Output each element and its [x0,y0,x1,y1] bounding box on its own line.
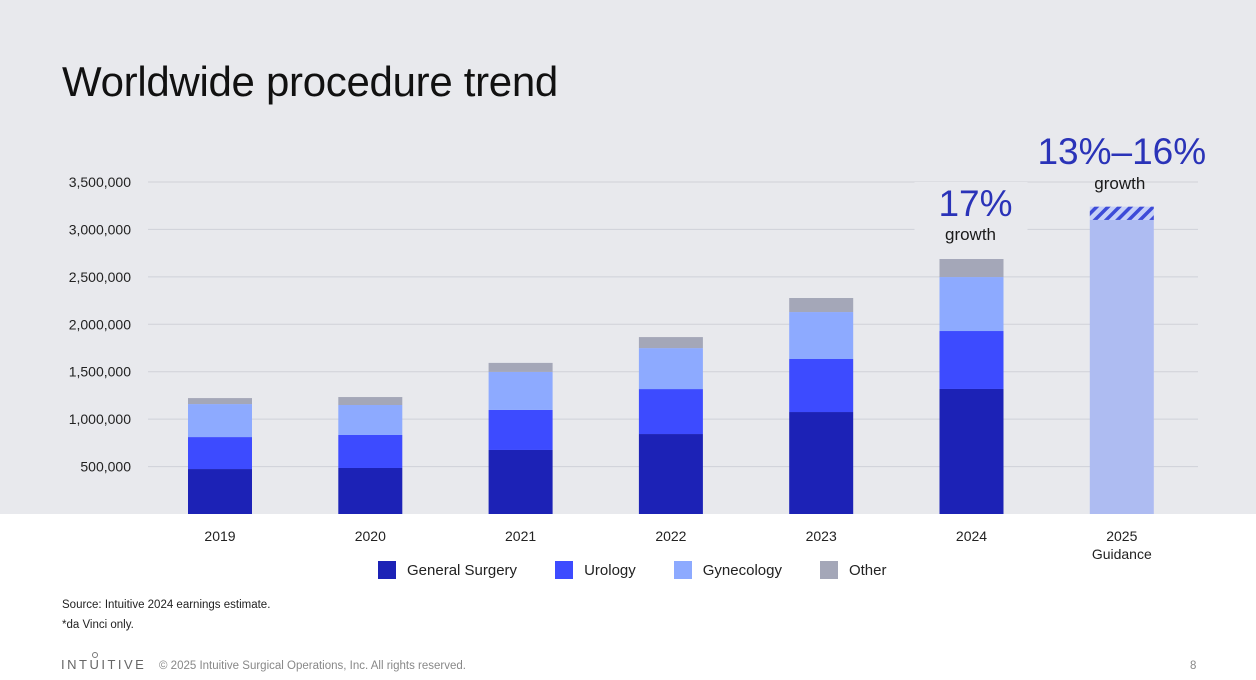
legend-item-urology: Urology [555,561,636,579]
bar-segment-gynecology [939,277,1004,332]
x-tick-label: 2022 [655,528,686,544]
logo-dot-icon [92,652,98,658]
bar-segment-urology [338,434,403,468]
x-tick-label: 2021 [505,528,536,544]
x-tick-label: 2024 [956,528,987,544]
logo-text: INTUITIVE [61,657,147,672]
legend-label: Urology [584,561,636,579]
bar-segment-urology [939,331,1004,389]
bar-segment-other [939,259,1004,278]
bar-segment-urology [638,389,703,435]
x-tick-label: 2019 [204,528,235,544]
legend-label: General Surgery [407,561,518,579]
bar-segment-other [789,298,854,313]
bar-segment-general-surgery [188,469,252,514]
bar-segment-gynecology [188,404,252,438]
legend-item-gynecology: Gynecology [673,561,782,579]
growth-callout-2025-label: growth [1094,174,1145,193]
bar-segment-other [188,398,252,405]
legend-label: Other [848,561,887,579]
bar-stack-2023 [789,298,854,514]
bar-segment-other [488,362,553,372]
bar-segment-general-surgery [488,449,553,514]
callout-2024-background [914,182,1028,252]
x-axis-tick-labels: 2019 2020 2021 2022 2023 2024 2025 Guidance [204,528,1152,562]
y-tick-label: 3,000,000 [69,221,131,237]
copyright-text: © 2025 Intuitive Surgical Operations, In… [159,660,466,672]
bar-segment-general-surgery [638,434,703,514]
y-tick-label: 1,500,000 [69,364,131,380]
bar-segment-urology [188,437,252,470]
bar-stack-2020 [338,397,403,514]
growth-callout-2025-value: 13%–16% [1037,131,1206,172]
stacked-bar-chart: 500,000 1,000,000 1,500,000 2,000,000 2,500,… [69,131,1206,562]
x-tick-label: 2025 [1106,528,1137,544]
x-tick-label: 2023 [806,528,837,544]
y-tick-label: 3,500,000 [69,174,131,190]
legend-swatch [673,561,692,579]
bar-stack-2024 [939,259,1004,514]
bar-segment-general-surgery [338,467,403,514]
page-number: 8 [1190,660,1197,672]
bar-stack-2022 [638,337,703,514]
x-tick-label: 2020 [355,528,386,544]
bar-segment-general-surgery [789,412,854,514]
bar-segment-other [638,337,703,349]
slide-notes: Source: Intuitive 2024 earnings estimate… [62,595,270,635]
footnote: *da Vinci only. [62,619,134,631]
bar-segment-urology [789,359,854,413]
chart-legend: General Surgery Urology Gynecology Other [378,561,886,579]
bar-stack-2019 [188,398,252,514]
legend-item-other: Other [819,561,887,579]
growth-callout-2024-label: growth [945,225,996,244]
legend-item-general-surgery: General Surgery [378,561,517,579]
legend-swatch [555,561,574,579]
bar-stack-2021 [488,362,553,514]
source-note: Source: Intuitive 2024 earnings estimate… [62,599,271,611]
growth-callout-2024-value: 17% [938,183,1012,224]
y-tick-label: 1,000,000 [69,411,131,427]
legend-swatch [378,561,396,579]
bar-segment-gynecology [488,371,553,410]
bar-guidance-range-hatch [1089,206,1154,220]
slide-title: Worldwide procedure trend [62,58,558,105]
bar-segment-gynecology [338,405,403,435]
bar-segment-urology [488,409,553,450]
bar-segment-other [338,397,403,406]
bar-stack-2025-guidance [1089,206,1154,514]
x-tick-label: Guidance [1092,546,1152,562]
y-tick-label: 2,000,000 [69,316,131,332]
bar-segment-general-surgery [939,388,1004,514]
legend-label: Gynecology [702,561,782,579]
y-tick-label: 500,000 [80,459,131,475]
legend-swatch [819,561,838,579]
intuitive-logo: INTUITIVE [61,652,147,672]
bar-guidance-low [1089,219,1154,514]
bar-segment-gynecology [638,348,703,390]
bars [188,206,1154,514]
bar-segment-gynecology [789,312,854,360]
y-tick-label: 2,500,000 [69,269,131,285]
y-axis-tick-labels: 500,000 1,000,000 1,500,000 2,000,000 2,500,… [69,174,132,475]
